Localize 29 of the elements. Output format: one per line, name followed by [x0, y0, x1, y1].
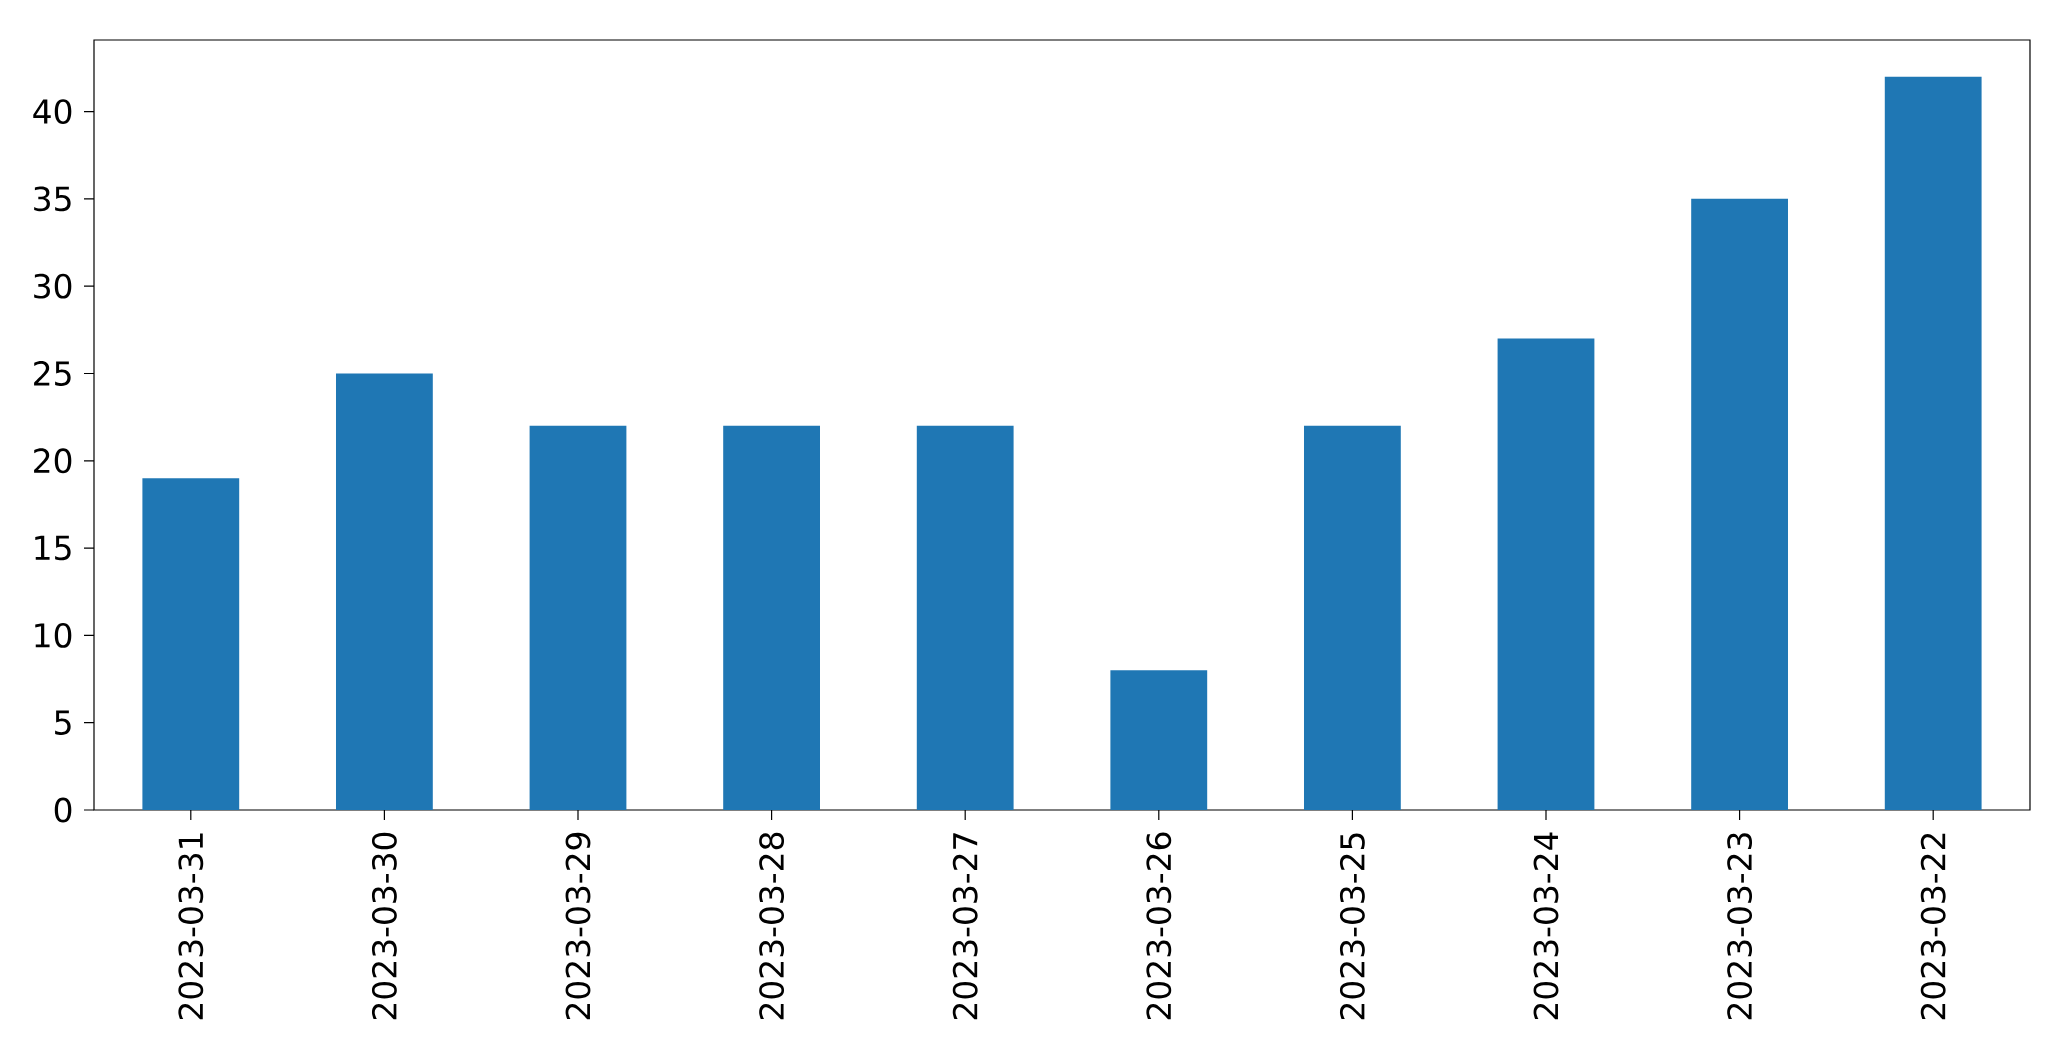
bar — [1110, 670, 1208, 810]
bar — [1691, 198, 1788, 810]
y-tick-label: 30 — [34, 273, 72, 299]
y-tick-label: 40 — [33, 99, 72, 125]
x-tick-label: 2023-03-27 — [952, 833, 978, 1020]
y-tick-label: 10 — [35, 622, 72, 648]
bar — [529, 425, 627, 810]
x-tick-label: 2023-03-22 — [1920, 833, 1946, 1020]
bar — [1884, 76, 1982, 810]
x-tick-label: 2023-03-29 — [565, 832, 591, 1020]
y-tick-label: 15 — [35, 535, 71, 561]
x-tick-label: 2023-03-28 — [759, 832, 785, 1020]
x-tick-label: 2023-03-30 — [371, 832, 397, 1020]
x-tick-label: 2023-03-24 — [1533, 832, 1559, 1020]
bar — [1497, 338, 1595, 810]
y-tick-label: 20 — [34, 448, 72, 474]
y-tick-label: 25 — [34, 361, 71, 386]
y-tick-label: 5 — [55, 710, 71, 735]
y-tick-label: 0 — [54, 797, 72, 823]
y-tick-label: 35 — [34, 186, 71, 212]
bar — [723, 425, 820, 810]
bar — [916, 425, 1014, 810]
x-tick-label: 2023-03-25 — [1339, 833, 1365, 1020]
bar — [1304, 425, 1401, 810]
bar — [336, 373, 433, 810]
x-tick-label: 2023-03-31 — [178, 833, 204, 1020]
x-tick-label: 2023-03-26 — [1146, 832, 1172, 1020]
bar — [142, 478, 240, 810]
x-tick-label: 2023-03-23 — [1727, 833, 1753, 1020]
